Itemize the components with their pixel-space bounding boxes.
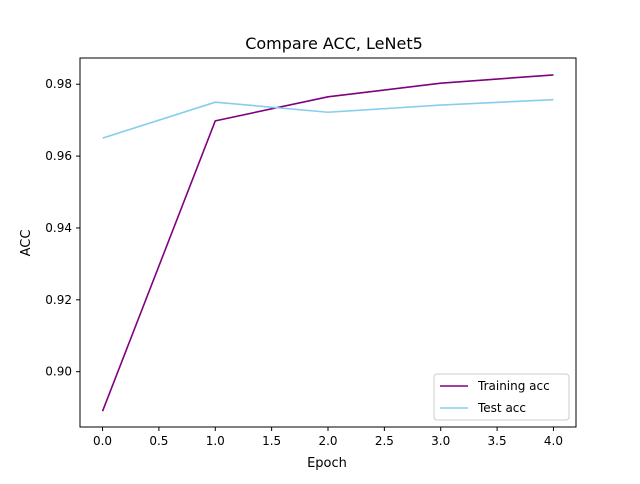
chart-title: Compare ACC, LeNet5 — [245, 34, 423, 53]
x-tick-label: 1.5 — [262, 434, 281, 448]
y-axis-label: ACC — [19, 230, 34, 257]
x-tick-label: 2.5 — [375, 434, 394, 448]
legend-label-training-acc: Training acc — [477, 379, 550, 393]
x-tick-label: 3.5 — [488, 434, 507, 448]
x-tick-label: 1.0 — [206, 434, 225, 448]
x-tick-label: 3.0 — [431, 434, 450, 448]
y-tick-label: 0.96 — [45, 149, 72, 163]
series-lines — [101, 74, 554, 412]
x-tick-label: 4.0 — [544, 434, 563, 448]
legend-label-test-acc: Test acc — [477, 401, 526, 415]
x-axis-ticks: 0.0 0.5 1.0 1.5 2.0 2.5 3.0 3.5 4.0 — [93, 427, 563, 448]
x-axis-label: Epoch — [307, 456, 347, 471]
y-tick-label: 0.94 — [45, 221, 72, 235]
y-tick-label: 0.90 — [45, 365, 72, 379]
y-tick-label: 0.92 — [45, 293, 72, 307]
x-tick-label: 0.0 — [93, 434, 112, 448]
series-line-test-acc — [102, 98, 554, 139]
x-tick-label: 0.5 — [149, 434, 168, 448]
x-tick-label: 2.0 — [318, 434, 337, 448]
y-tick-label: 0.98 — [45, 77, 72, 91]
legend: Training acc Test acc — [433, 373, 570, 421]
y-axis-ticks: 0.90 0.92 0.94 0.96 0.98 — [45, 77, 80, 379]
series-line-training-acc — [101, 74, 554, 412]
